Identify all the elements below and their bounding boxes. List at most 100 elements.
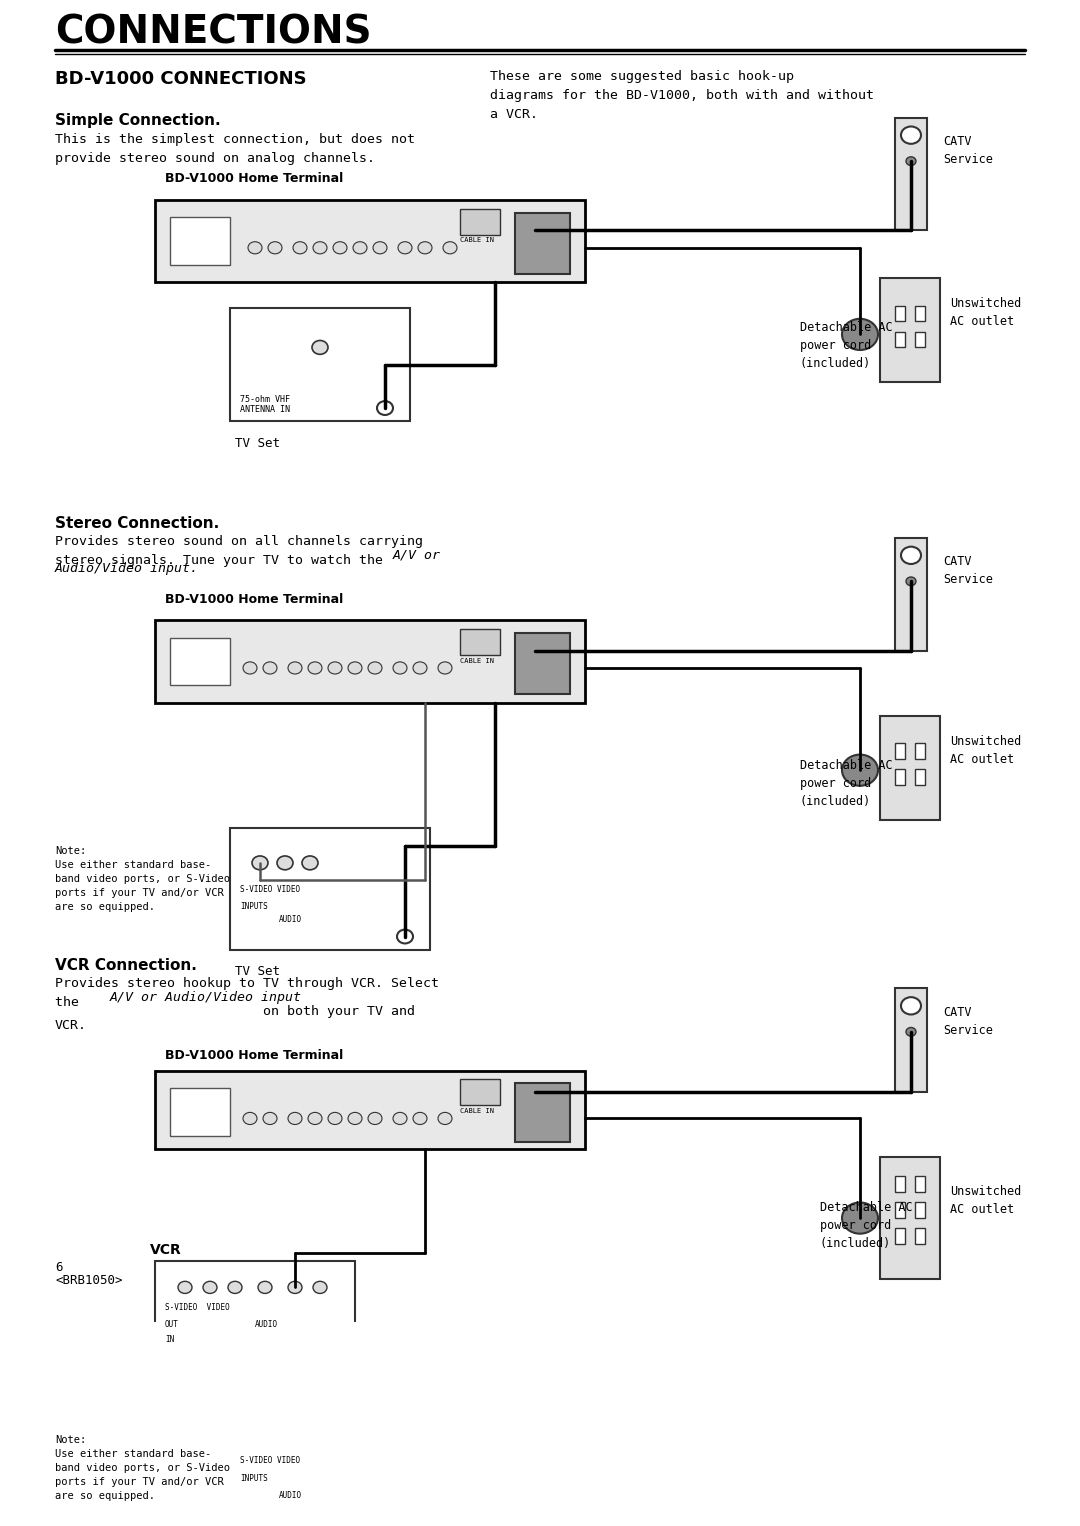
Circle shape <box>443 241 457 253</box>
Bar <box>895 331 905 348</box>
Text: Provides stereo hookup to TV through VCR. Select
the: Provides stereo hookup to TV through VCR… <box>55 977 438 1009</box>
Circle shape <box>397 1502 413 1515</box>
Circle shape <box>248 241 262 253</box>
Bar <box>895 1228 905 1244</box>
Text: INPUTS: INPUTS <box>240 902 268 911</box>
Bar <box>895 743 905 758</box>
Circle shape <box>264 1112 276 1125</box>
Bar <box>895 539 927 650</box>
Bar <box>170 217 230 266</box>
Bar <box>170 1088 230 1135</box>
Bar <box>515 633 570 694</box>
Bar <box>895 1177 905 1192</box>
Circle shape <box>348 662 362 674</box>
Circle shape <box>901 127 921 143</box>
Circle shape <box>373 241 387 253</box>
Circle shape <box>393 662 407 674</box>
Circle shape <box>302 1428 318 1442</box>
Circle shape <box>288 1282 302 1294</box>
Circle shape <box>906 577 916 586</box>
Text: BD-V1000 Home Terminal: BD-V1000 Home Terminal <box>165 172 343 185</box>
Text: <BRB1050>: <BRB1050> <box>55 1274 122 1288</box>
Circle shape <box>842 1202 878 1233</box>
Circle shape <box>399 241 411 253</box>
Circle shape <box>438 662 453 674</box>
Circle shape <box>243 1112 257 1125</box>
Text: Detachable AC
power cord
(included): Detachable AC power cord (included) <box>800 322 893 371</box>
Circle shape <box>377 401 393 415</box>
Circle shape <box>276 856 293 870</box>
Bar <box>915 743 924 758</box>
Text: INPUTS: INPUTS <box>240 1474 268 1483</box>
Circle shape <box>288 662 302 674</box>
Text: TV Set: TV Set <box>235 964 280 978</box>
Circle shape <box>418 241 432 253</box>
Text: TV Set: TV Set <box>235 436 280 450</box>
Circle shape <box>252 856 268 870</box>
Bar <box>915 1177 924 1192</box>
Text: AUDIO: AUDIO <box>279 916 301 923</box>
Circle shape <box>368 662 382 674</box>
Circle shape <box>906 157 916 165</box>
Text: OUT: OUT <box>165 1320 179 1329</box>
Text: BD-V1000 CONNECTIONS: BD-V1000 CONNECTIONS <box>55 70 307 89</box>
Bar <box>230 308 410 421</box>
Bar <box>895 989 927 1093</box>
Text: Simple Connection.: Simple Connection. <box>55 113 220 128</box>
Bar <box>515 1083 570 1141</box>
Circle shape <box>313 241 327 253</box>
Circle shape <box>293 241 307 253</box>
Circle shape <box>438 1112 453 1125</box>
Bar <box>895 1202 905 1218</box>
Text: IN: IN <box>165 1335 174 1344</box>
Bar <box>915 769 924 784</box>
Text: CABLE IN: CABLE IN <box>460 1108 494 1114</box>
Circle shape <box>276 1428 293 1442</box>
Circle shape <box>268 241 282 253</box>
Text: 6: 6 <box>55 1262 63 1274</box>
Circle shape <box>413 1112 427 1125</box>
Text: 75-ohm VHF
ANTENNA IN: 75-ohm VHF ANTENNA IN <box>240 395 291 415</box>
Circle shape <box>313 1282 327 1294</box>
Circle shape <box>288 1112 302 1125</box>
Circle shape <box>348 1112 362 1125</box>
Circle shape <box>228 1282 242 1294</box>
Circle shape <box>312 340 328 354</box>
Text: Unswitched
AC outlet: Unswitched AC outlet <box>950 1186 1022 1216</box>
Text: CATV
Service: CATV Service <box>943 1006 993 1036</box>
Text: CATV
Service: CATV Service <box>943 555 993 586</box>
Text: S-VIDEO VIDEO: S-VIDEO VIDEO <box>240 1456 300 1465</box>
Bar <box>880 1157 940 1279</box>
Circle shape <box>842 754 878 786</box>
Text: Note:
Use either standard base-
band video ports, or S-Video
ports if your TV an: Note: Use either standard base- band vid… <box>55 1434 230 1500</box>
Text: Unswitched
AC outlet: Unswitched AC outlet <box>950 734 1022 766</box>
Bar <box>230 1399 430 1521</box>
Text: CABLE IN: CABLE IN <box>460 658 494 664</box>
Bar <box>915 305 924 322</box>
Text: Stereo Connection.: Stereo Connection. <box>55 516 219 531</box>
Text: AUDIO: AUDIO <box>255 1320 279 1329</box>
Circle shape <box>203 1282 217 1294</box>
Bar <box>915 331 924 348</box>
Bar <box>460 209 500 235</box>
Text: CONNECTIONS: CONNECTIONS <box>55 14 372 52</box>
Bar <box>156 620 585 702</box>
Text: on both your TV and: on both your TV and <box>55 1006 415 1018</box>
Text: VCR: VCR <box>150 1244 181 1257</box>
Bar <box>915 1228 924 1244</box>
Circle shape <box>413 662 427 674</box>
Circle shape <box>243 662 257 674</box>
Circle shape <box>258 1282 272 1294</box>
Bar <box>170 638 230 685</box>
Circle shape <box>906 1027 916 1036</box>
Bar <box>895 769 905 784</box>
Circle shape <box>308 1112 322 1125</box>
Circle shape <box>328 1112 342 1125</box>
Text: A/V or Audio/Video input: A/V or Audio/Video input <box>110 990 302 1004</box>
Text: These are some suggested basic hook-up
diagrams for the BD-V1000, both with and : These are some suggested basic hook-up d… <box>490 70 874 121</box>
Text: Detachable AC
power cord
(included): Detachable AC power cord (included) <box>820 1201 913 1250</box>
Text: Detachable AC
power cord
(included): Detachable AC power cord (included) <box>800 758 893 807</box>
Text: VCR.: VCR. <box>55 1019 87 1032</box>
Bar <box>880 716 940 819</box>
Bar <box>156 1262 355 1347</box>
